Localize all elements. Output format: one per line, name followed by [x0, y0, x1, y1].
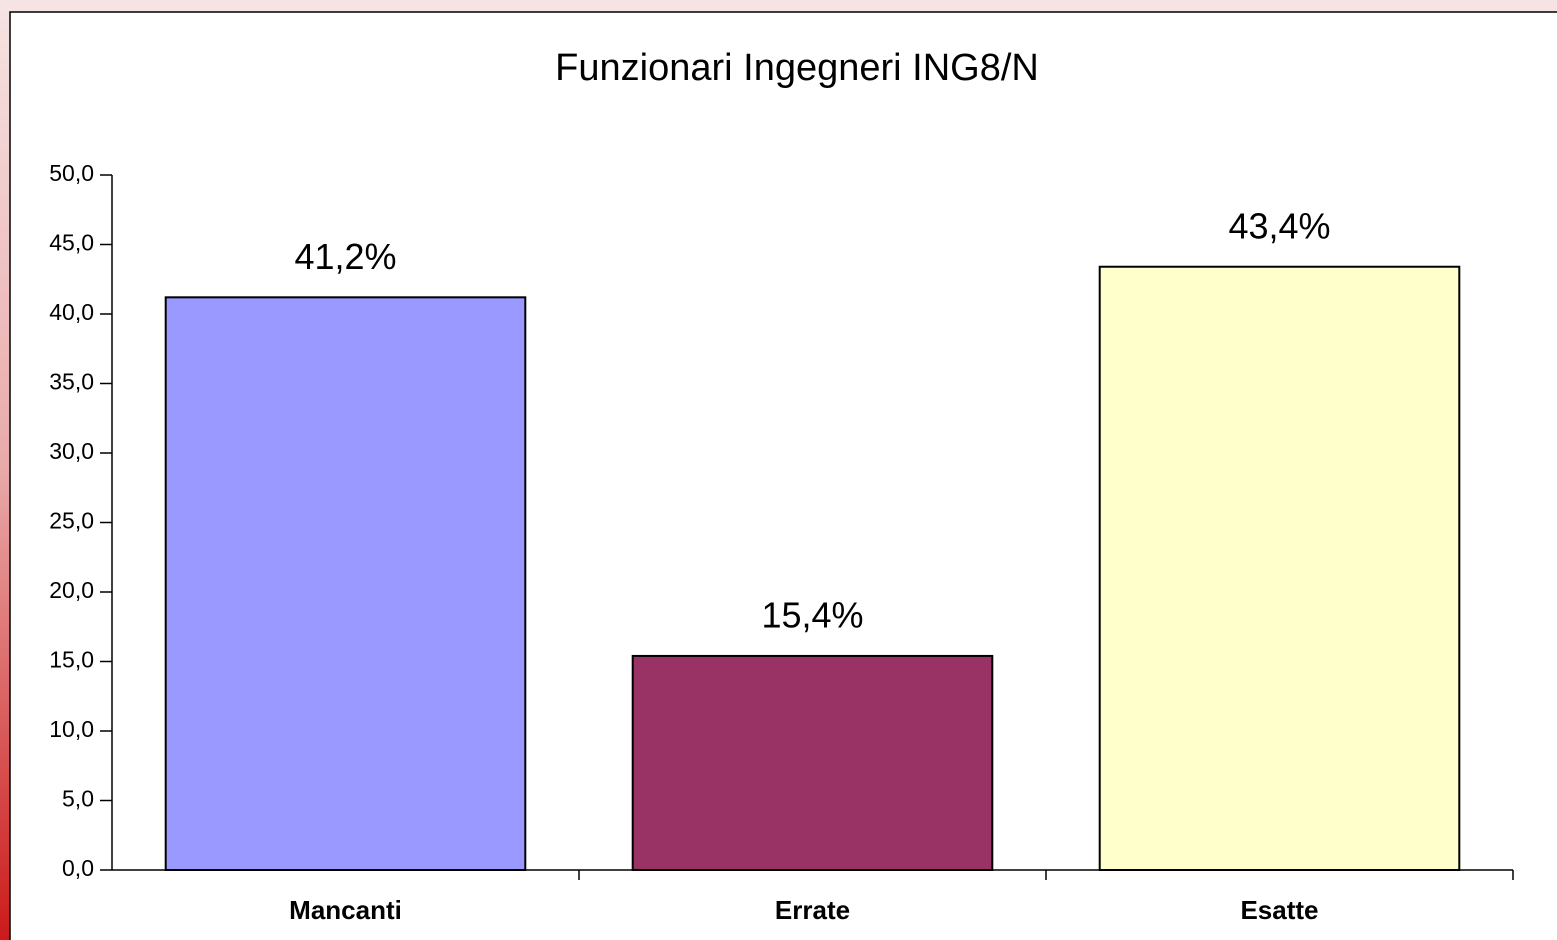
- y-tick-label: 0,0: [62, 855, 94, 881]
- y-tick-label: 40,0: [49, 299, 94, 325]
- bar: [164, 296, 527, 871]
- value-label: 15,4%: [761, 594, 863, 635]
- chart-title: Funzionari Ingegneri ING8/N: [555, 47, 1039, 89]
- value-label: 43,4%: [1228, 205, 1330, 246]
- y-tick-label: 10,0: [49, 716, 94, 742]
- y-tick-label: 45,0: [49, 230, 94, 256]
- y-tick-label: 50,0: [49, 160, 94, 186]
- value-label: 41,2%: [294, 236, 396, 277]
- y-tick-label: 35,0: [49, 369, 94, 395]
- x-tick-label: Errate: [775, 895, 850, 925]
- x-tick-label: Mancanti: [289, 895, 402, 925]
- y-tick-label: 5,0: [62, 786, 94, 812]
- x-tick-label: Esatte: [1240, 895, 1318, 925]
- bar: [1098, 265, 1461, 871]
- y-tick-label: 25,0: [49, 508, 94, 534]
- bar: [631, 654, 994, 871]
- y-tick-label: 15,0: [49, 647, 94, 673]
- y-tick-label: 20,0: [49, 577, 94, 603]
- y-tick-label: 30,0: [49, 438, 94, 464]
